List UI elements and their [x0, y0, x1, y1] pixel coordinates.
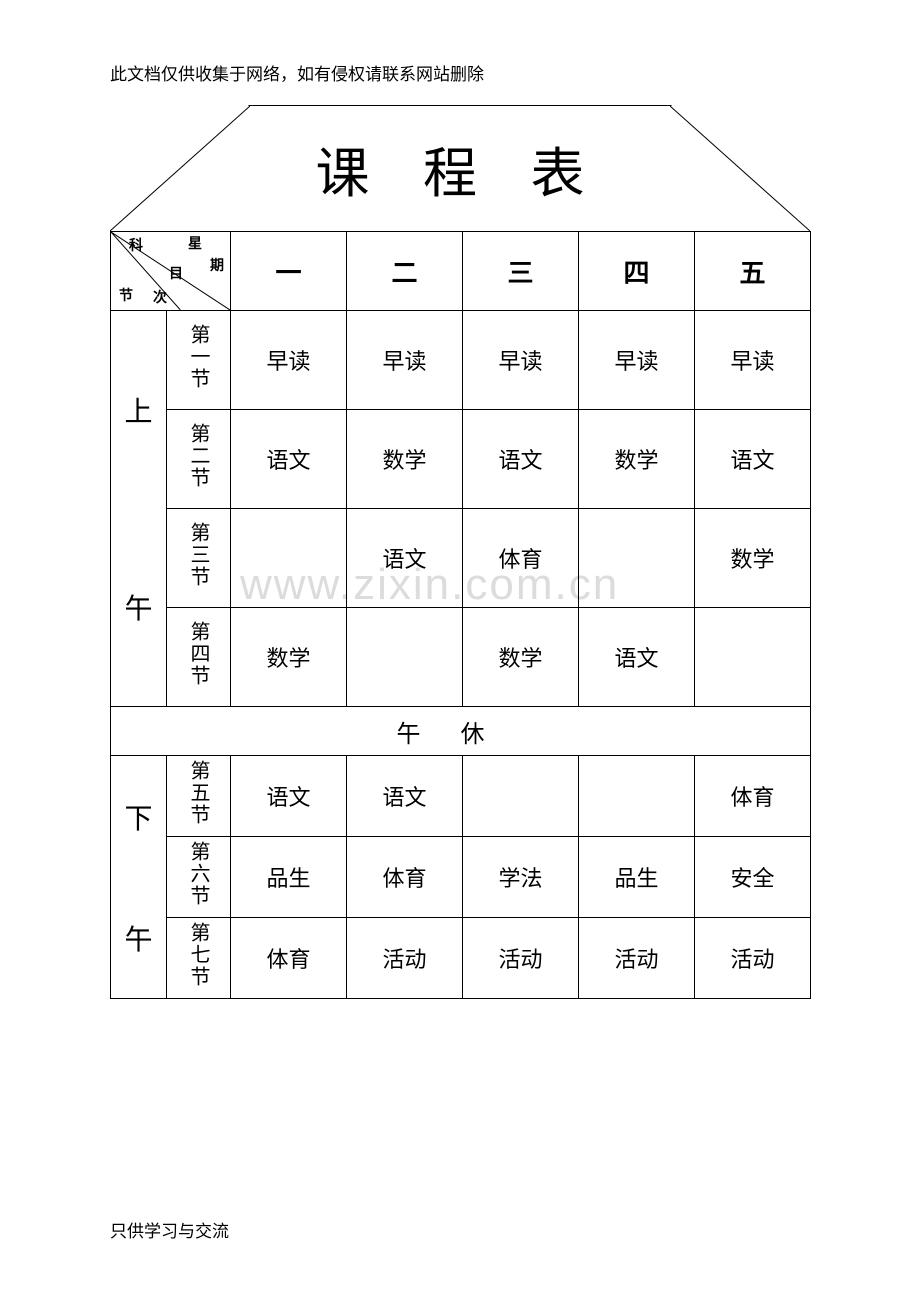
period-pm-3: 第七节: [167, 918, 231, 999]
title-box: 课 程 表: [110, 105, 810, 231]
cell-am-4-1: 数学: [231, 608, 347, 707]
cell-pm-3-4: 活动: [579, 918, 695, 999]
period-am-1: 第一节: [167, 311, 231, 410]
cell-am-4-2: [347, 608, 463, 707]
page-title: 课 程 表: [316, 129, 605, 208]
cell-pm-2-5: 安全: [695, 837, 811, 918]
corner-label-item: 目: [169, 268, 183, 282]
cell-pm-3-1: 体育: [231, 918, 347, 999]
cell-am-2-2: 数学: [347, 410, 463, 509]
pm-row-3: 第七节 体育 活动 活动 活动 活动: [111, 918, 811, 999]
cell-pm-1-5: 体育: [695, 756, 811, 837]
am-row-1: 上 午 第一节 早读 早读 早读 早读 早读: [111, 311, 811, 410]
period-pm-1: 第五节: [167, 756, 231, 837]
schedule-table: 科 星 期 目 节 次 一 二 三 四 五 上 午 第一节 早读 早读: [110, 231, 811, 999]
cell-pm-2-4: 品生: [579, 837, 695, 918]
cell-pm-3-5: 活动: [695, 918, 811, 999]
cell-pm-1-3: [463, 756, 579, 837]
cell-pm-2-3: 学法: [463, 837, 579, 918]
title-corner-left: [110, 106, 250, 231]
schedule-container: 课 程 表 科 星 期 目 节 次 一 二 三 四 五: [110, 105, 810, 999]
cell-pm-1-1: 语文: [231, 756, 347, 837]
footer-note: 只供学习与交流: [110, 1217, 229, 1242]
session-am-char1: 上: [124, 390, 152, 430]
am-row-3: 第三节 语文 体育 数学: [111, 509, 811, 608]
cell-am-1-3: 早读: [463, 311, 579, 410]
break-cell: 午休: [111, 707, 811, 756]
cell-am-4-5: [695, 608, 811, 707]
cell-pm-3-3: 活动: [463, 918, 579, 999]
cell-pm-1-2: 语文: [347, 756, 463, 837]
cell-am-3-1: [231, 509, 347, 608]
pm-row-1: 下 午 第五节 语文 语文 体育: [111, 756, 811, 837]
corner-label-order: 次: [153, 292, 167, 306]
cell-am-1-1: 早读: [231, 311, 347, 410]
session-pm: 下 午: [111, 756, 167, 999]
cell-am-1-5: 早读: [695, 311, 811, 410]
session-pm-char2: 午: [124, 918, 152, 958]
pm-row-2: 第六节 品生 体育 学法 品生 安全: [111, 837, 811, 918]
day-header-3: 三: [463, 232, 579, 311]
header-note: 此文档仅供收集于网络，如有侵权请联系网站删除: [110, 60, 484, 85]
cell-am-1-4: 早读: [579, 311, 695, 410]
session-pm-char1: 下: [124, 797, 152, 837]
cell-am-2-5: 语文: [695, 410, 811, 509]
period-am-3: 第三节: [167, 509, 231, 608]
cell-pm-2-2: 体育: [347, 837, 463, 918]
session-am-char2: 午: [124, 587, 152, 627]
corner-label-subject: 科: [129, 240, 143, 254]
cell-am-3-4: [579, 509, 695, 608]
session-am: 上 午: [111, 311, 167, 707]
cell-pm-3-2: 活动: [347, 918, 463, 999]
corner-label-section: 节: [119, 290, 133, 304]
cell-pm-1-4: [579, 756, 695, 837]
corner-cell: 科 星 期 目 节 次: [111, 232, 231, 311]
day-header-2: 二: [347, 232, 463, 311]
break-row: 午休: [111, 707, 811, 756]
title-corner-right: [670, 106, 810, 231]
cell-am-2-4: 数学: [579, 410, 695, 509]
cell-am-2-3: 语文: [463, 410, 579, 509]
period-am-2: 第二节: [167, 410, 231, 509]
cell-am-3-2: 语文: [347, 509, 463, 608]
day-header-1: 一: [231, 232, 347, 311]
corner-label-week1: 星: [188, 238, 202, 252]
cell-am-4-4: 语文: [579, 608, 695, 707]
cell-am-1-2: 早读: [347, 311, 463, 410]
period-pm-2: 第六节: [167, 837, 231, 918]
cell-pm-2-1: 品生: [231, 837, 347, 918]
am-row-2: 第二节 语文 数学 语文 数学 语文: [111, 410, 811, 509]
day-header-5: 五: [695, 232, 811, 311]
cell-am-4-3: 数学: [463, 608, 579, 707]
am-row-4: 第四节 数学 数学 语文: [111, 608, 811, 707]
period-am-4: 第四节: [167, 608, 231, 707]
corner-label-week2: 期: [210, 260, 224, 274]
day-header-4: 四: [579, 232, 695, 311]
cell-am-2-1: 语文: [231, 410, 347, 509]
cell-am-3-5: 数学: [695, 509, 811, 608]
header-row: 科 星 期 目 节 次 一 二 三 四 五: [111, 232, 811, 311]
cell-am-3-3: 体育: [463, 509, 579, 608]
